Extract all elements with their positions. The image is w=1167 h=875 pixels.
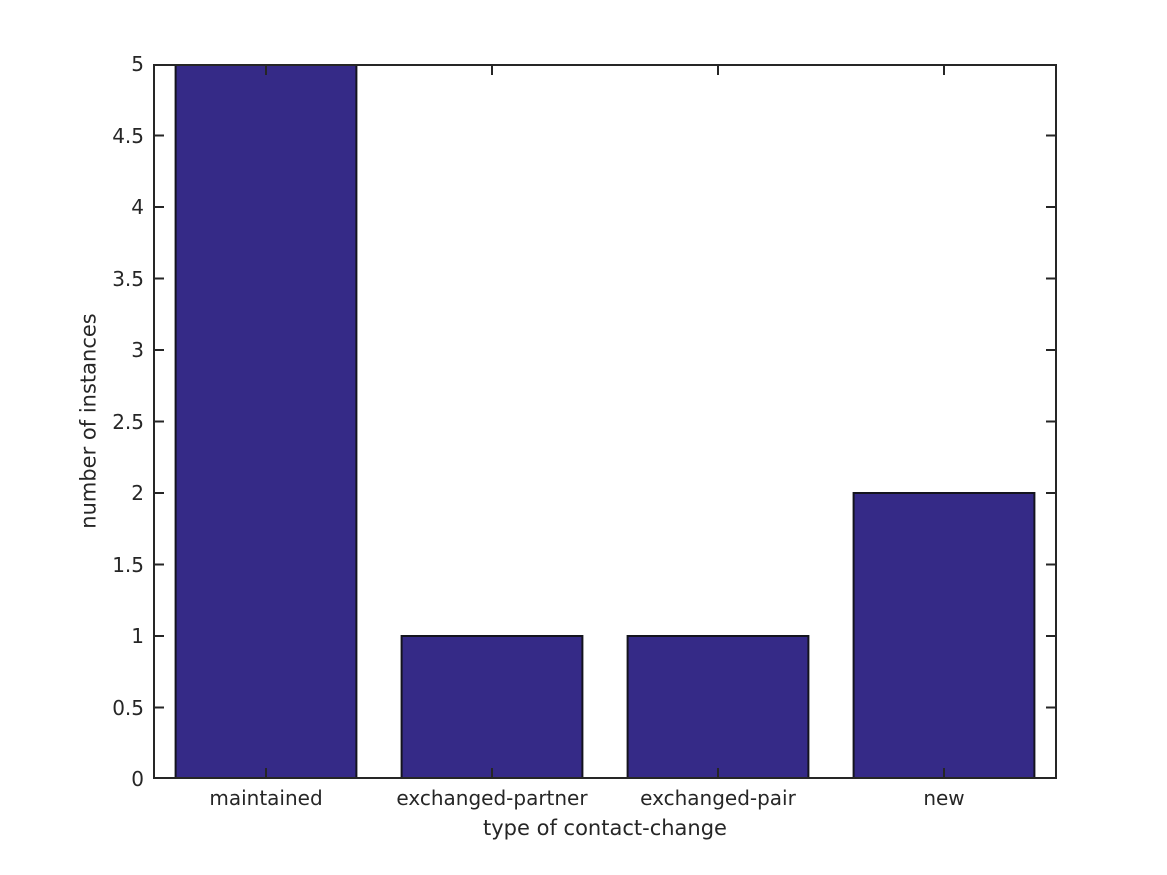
x-tick-label: new [923,786,965,810]
y-tick-label: 2 [131,481,144,505]
bar-exchanged-pair [626,635,810,779]
bar-exchanged-partner [400,635,584,779]
bar-maintained [174,64,358,779]
plot-box [153,64,1057,779]
y-tick-label: 4 [131,195,144,219]
x-axis-label: type of contact-change [483,816,727,840]
y-tick-label: 3.5 [112,266,144,291]
y-axis-label: number of instances [76,313,101,529]
y-tick-label: 1 [131,624,144,648]
y-tick-label: 5 [131,52,144,76]
y-tick-label: 4.5 [112,123,144,148]
x-tick-label: exchanged-pair [640,786,796,810]
x-tick-label: exchanged-partner [396,786,588,810]
y-tick-label: 0 [131,767,144,791]
y-tick-label: 3 [131,338,144,362]
y-tick-label: 0.5 [112,695,144,720]
plot-area [153,64,1057,779]
y-tick-label: 2.5 [112,409,144,434]
y-tick-label: 1.5 [112,552,144,577]
plot-svg [153,64,1057,779]
bar-new [852,492,1036,779]
x-tick-label: maintained [209,786,323,810]
